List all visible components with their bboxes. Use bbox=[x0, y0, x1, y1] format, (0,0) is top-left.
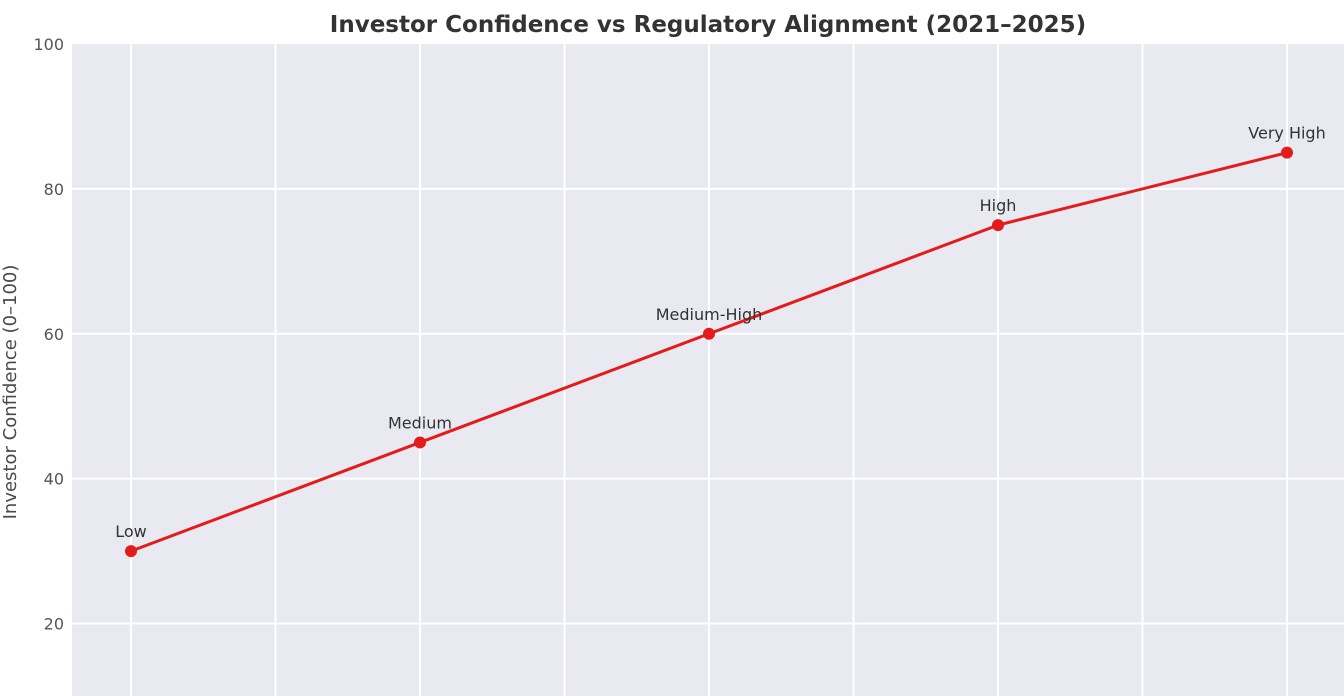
y-tick-label: 40 bbox=[44, 470, 64, 489]
data-point-label: Low bbox=[115, 522, 147, 541]
data-point-marker bbox=[1281, 146, 1293, 159]
y-tick-label: 80 bbox=[44, 180, 64, 199]
data-point-marker bbox=[414, 436, 426, 449]
data-point-label: Medium-High bbox=[656, 305, 763, 324]
y-axis-label: Investor Confidence (0–100) bbox=[0, 265, 21, 520]
data-point-marker bbox=[992, 219, 1004, 232]
data-point-marker bbox=[703, 327, 715, 340]
data-point-label: High bbox=[980, 196, 1017, 215]
y-tick-label: 20 bbox=[44, 615, 64, 634]
point-labels: Low Medium Medium-High High Very High bbox=[115, 124, 1325, 541]
chart-title: Investor Confidence vs Regulatory Alignm… bbox=[330, 12, 1086, 38]
y-tick-label: 100 bbox=[33, 35, 64, 54]
data-point-label: Medium bbox=[388, 413, 452, 432]
data-point-marker bbox=[125, 545, 137, 558]
series-markers bbox=[125, 146, 1293, 558]
y-tick-label: 60 bbox=[44, 325, 64, 344]
y-axis-ticks: 20 40 60 80 100 bbox=[33, 35, 64, 634]
data-point-label: Very High bbox=[1248, 124, 1325, 143]
